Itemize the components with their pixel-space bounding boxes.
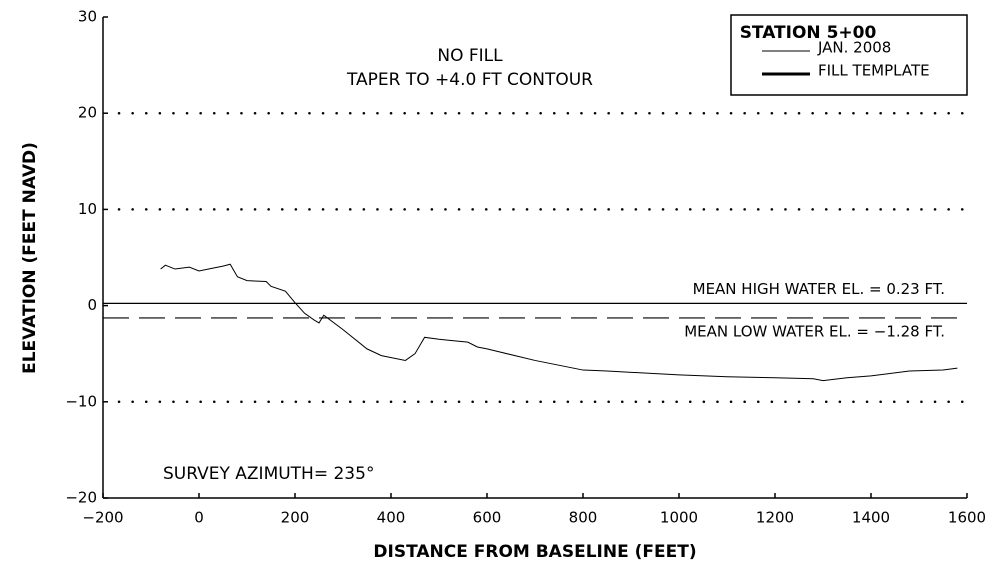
reference-label: MEAN LOW WATER EL. = −1.28 FT. xyxy=(684,322,945,340)
x-tick-label: 400 xyxy=(377,509,406,527)
x-tick-label: −200 xyxy=(82,509,123,527)
legend-label: JAN. 2008 xyxy=(817,39,891,57)
annotation: SURVEY AZIMUTH= 235° xyxy=(163,464,374,484)
y-tick-label: 10 xyxy=(78,200,97,218)
x-tick-label: 1000 xyxy=(660,509,698,527)
data-line xyxy=(160,263,958,382)
x-tick-label: 1600 xyxy=(948,509,986,527)
legend-title: STATION 5+00 xyxy=(740,23,877,43)
legend-box xyxy=(730,14,968,96)
y-tick-label: −20 xyxy=(65,489,97,507)
legend-label: FILL TEMPLATE xyxy=(818,62,930,80)
x-tick-label: 200 xyxy=(281,509,310,527)
y-tick-label: 30 xyxy=(78,8,97,26)
reference-label: MEAN HIGH WATER EL. = 0.23 FT. xyxy=(693,280,945,298)
x-tick-label: 1200 xyxy=(756,509,794,527)
y-tick-label: 0 xyxy=(87,296,97,314)
x-axis-label: DISTANCE FROM BASELINE (FEET) xyxy=(373,542,696,562)
x-tick-label: 0 xyxy=(194,509,204,527)
y-tick-label: 20 xyxy=(78,104,97,122)
annotation: TAPER TO +4.0 FT CONTOUR xyxy=(346,70,593,90)
y-axis-label: ELEVATION (FEET NAVD) xyxy=(20,142,40,374)
annotation: NO FILL xyxy=(437,46,503,66)
x-tick-label: 600 xyxy=(473,509,502,527)
y-tick-label: −10 xyxy=(65,392,97,410)
x-tick-label: 1400 xyxy=(852,509,890,527)
x-tick-label: 800 xyxy=(569,509,598,527)
